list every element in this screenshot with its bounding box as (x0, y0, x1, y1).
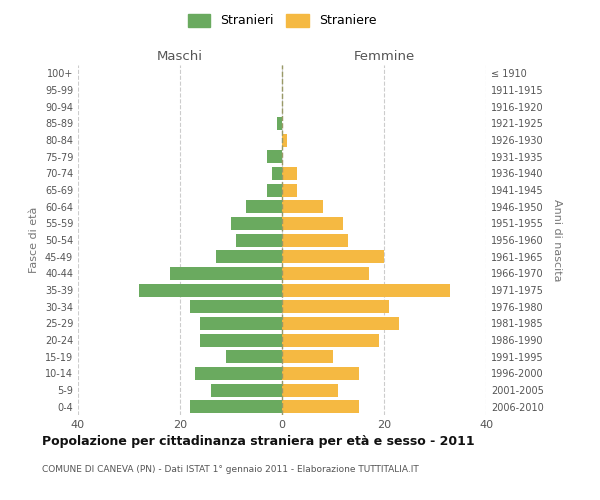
Bar (139, 284, 282, 296)
Text: COMUNE DI CANEVA (PN) - Dati ISTAT 1° gennaio 2011 - Elaborazione TUTTITALIA.IT: COMUNE DI CANEVA (PN) - Dati ISTAT 1° ge… (42, 465, 419, 474)
Text: Maschi: Maschi (157, 50, 203, 62)
Bar (190, 300, 282, 313)
Legend: Stranieri, Straniere: Stranieri, Straniere (183, 8, 381, 32)
Bar (282, 234, 349, 246)
Bar (190, 400, 282, 413)
Bar (282, 284, 451, 296)
Bar (282, 134, 287, 146)
Text: Femmine: Femmine (353, 50, 415, 62)
Bar (277, 117, 282, 130)
Bar (282, 200, 323, 213)
Bar (282, 250, 384, 263)
Bar (282, 217, 343, 230)
Y-axis label: Anni di nascita: Anni di nascita (552, 198, 562, 281)
Bar (282, 400, 359, 413)
Bar (282, 317, 400, 330)
Bar (282, 300, 389, 313)
Bar (267, 184, 282, 196)
Bar (282, 350, 333, 363)
Bar (196, 367, 282, 380)
Bar (282, 384, 338, 396)
Bar (236, 234, 282, 246)
Bar (211, 384, 282, 396)
Bar (282, 167, 298, 180)
Bar (200, 317, 282, 330)
Bar (282, 184, 298, 196)
Bar (216, 250, 282, 263)
Text: Popolazione per cittadinanza straniera per età e sesso - 2011: Popolazione per cittadinanza straniera p… (42, 435, 475, 448)
Bar (272, 167, 282, 180)
Bar (282, 267, 369, 280)
Bar (170, 267, 282, 280)
Bar (200, 334, 282, 346)
Bar (282, 334, 379, 346)
Bar (226, 350, 282, 363)
Bar (267, 150, 282, 163)
Bar (231, 217, 282, 230)
Bar (282, 367, 359, 380)
Y-axis label: Fasce di età: Fasce di età (29, 207, 39, 273)
Bar (247, 200, 282, 213)
